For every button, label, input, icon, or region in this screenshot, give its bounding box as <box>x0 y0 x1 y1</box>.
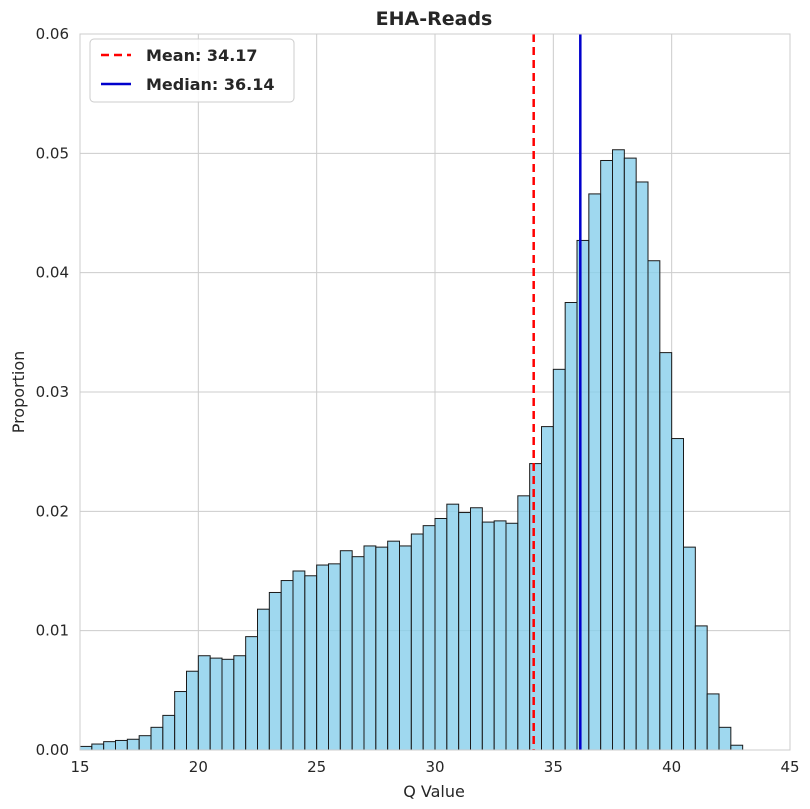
y-tick-label: 0.03 <box>36 383 69 401</box>
histogram-bar <box>363 545 377 751</box>
histogram-bar <box>221 658 235 751</box>
histogram-bar <box>91 743 105 751</box>
x-tick-label: 40 <box>662 758 681 776</box>
histogram-bar <box>103 741 116 751</box>
histogram-bar <box>683 546 696 751</box>
histogram-bar <box>422 525 436 751</box>
histogram-bar <box>446 503 460 751</box>
histogram-bar <box>375 546 389 751</box>
histogram-bar <box>316 564 329 751</box>
x-tick-label: 30 <box>425 758 444 776</box>
histogram-bar <box>694 625 708 751</box>
histogram-bar <box>126 738 140 751</box>
histogram-bar <box>659 352 673 751</box>
x-tick-label: 15 <box>70 758 89 776</box>
histogram-bar <box>280 580 294 751</box>
histogram-bar <box>612 149 625 751</box>
legend-box <box>89 38 295 103</box>
histogram-bar <box>387 540 400 751</box>
histogram-bar <box>399 545 412 751</box>
histogram-bar <box>115 739 128 751</box>
reference-lines <box>532 34 582 750</box>
y-tick-label: 0.06 <box>36 25 69 43</box>
histogram-bar <box>600 159 614 751</box>
histogram-bar <box>268 591 282 751</box>
histogram-bar <box>671 438 685 751</box>
histogram-bar <box>79 745 93 751</box>
histogram-bar <box>209 657 223 751</box>
histogram-bar <box>470 507 483 751</box>
histogram-bar <box>197 655 211 751</box>
chart-title: EHA-Reads <box>376 8 493 30</box>
histogram-bar <box>245 636 259 751</box>
histogram-bar <box>351 556 365 751</box>
histogram-bar <box>328 563 341 751</box>
y-axis-label: Proportion <box>9 351 28 434</box>
histogram-bar <box>552 368 566 751</box>
histogram-bar <box>292 570 306 751</box>
histogram-bar <box>505 522 519 751</box>
x-axis-ticks: 15 20 25 30 35 40 45 <box>70 758 799 776</box>
histogram-bar <box>339 550 353 751</box>
legend-median-label: Median: 36.14 <box>146 75 274 94</box>
x-axis-label: Q Value <box>403 782 465 801</box>
x-tick-label: 45 <box>780 758 799 776</box>
histogram-bar <box>458 512 471 751</box>
y-tick-label: 0.00 <box>36 741 69 759</box>
histogram-bar <box>174 691 188 751</box>
histogram-bar <box>434 517 448 751</box>
histogram-bar <box>410 533 424 751</box>
histogram-bar <box>257 608 270 751</box>
histogram-bar <box>529 463 543 751</box>
histogram-bar <box>150 726 164 751</box>
histogram-bars <box>79 149 744 751</box>
histogram-bar <box>623 157 637 751</box>
histogram-bar <box>588 193 602 751</box>
histogram-bar <box>576 239 590 751</box>
y-tick-label: 0.02 <box>36 502 69 520</box>
histogram-bar <box>647 260 661 751</box>
histogram-bar <box>730 744 744 751</box>
legend: Mean: 34.17 Median: 36.14 <box>89 38 295 103</box>
x-tick-label: 35 <box>544 758 563 776</box>
histogram-bar <box>493 520 507 751</box>
histogram-bar <box>304 575 318 751</box>
histogram-bar <box>162 714 176 751</box>
histogram-bar <box>233 655 247 751</box>
x-tick-label: 25 <box>307 758 326 776</box>
histogram-bar <box>541 426 554 751</box>
histogram-bar <box>635 181 649 751</box>
histogram-bar <box>564 302 578 751</box>
histogram-bar <box>186 670 199 751</box>
histogram-bar <box>517 495 531 751</box>
x-tick-label: 20 <box>189 758 208 776</box>
y-tick-label: 0.04 <box>36 264 69 282</box>
y-tick-label: 0.05 <box>36 144 69 162</box>
plot-frame <box>79 33 791 751</box>
histogram-bar <box>718 726 732 751</box>
histogram-bar <box>138 735 152 751</box>
y-axis-ticks: 0.00 0.01 0.02 0.03 0.04 0.05 0.06 <box>36 25 69 759</box>
y-tick-label: 0.01 <box>36 622 69 640</box>
histogram-bar <box>481 521 495 751</box>
legend-mean-label: Mean: 34.17 <box>146 46 258 65</box>
histogram-bar <box>706 693 720 751</box>
